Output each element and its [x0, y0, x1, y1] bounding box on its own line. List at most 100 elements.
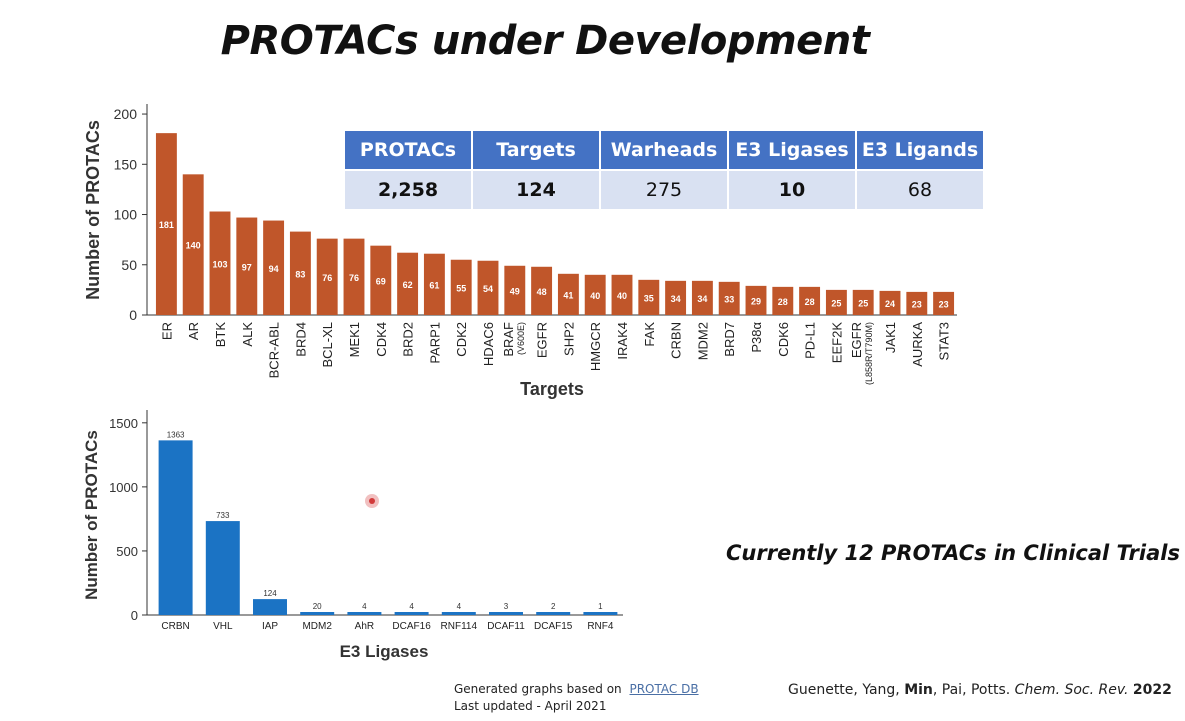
targets-bar	[209, 211, 231, 315]
ligases-x-tick-label: DCAF15	[534, 621, 573, 632]
targets-x-tick-label: ER	[159, 322, 174, 340]
targets-x-tick-label: BRAF	[501, 322, 516, 357]
ligases-x-tick-label: MDM2	[302, 621, 332, 632]
targets-bar-label: 76	[322, 273, 332, 283]
targets-bar-label: 61	[429, 280, 439, 290]
targets-x-tick-label: BCR-ABL	[267, 322, 282, 378]
ligases-bar	[489, 612, 523, 615]
targets-x-tick-label: STAT3	[937, 322, 952, 361]
ligases-x-tick-label: CRBN	[161, 621, 189, 632]
targets-bar-label: 94	[269, 264, 279, 274]
source-note: Generated graphs based on PROTAC DB Last…	[454, 681, 699, 715]
targets-x-tick-label: BTK	[213, 322, 228, 348]
ligases-x-tick-label: RNF4	[587, 621, 614, 632]
targets-bar	[933, 291, 955, 315]
ligases-x-axis-label: E3 Ligases	[340, 642, 429, 661]
targets-x-tick-label: P38α	[749, 322, 764, 353]
ligases-bar	[583, 612, 618, 615]
targets-bar	[423, 253, 445, 315]
ligases-bar-label: 4	[362, 602, 367, 611]
citation: Guenette, Yang, Min, Pai, Potts. Chem. S…	[788, 682, 1172, 698]
ligases-bar-label: 1363	[167, 430, 185, 439]
targets-bar	[477, 260, 499, 315]
ligases-bar-label: 3	[504, 602, 509, 611]
targets-x-tick-label: IRAK4	[615, 322, 630, 360]
targets-x-tick-label: PARP1	[427, 322, 442, 364]
targets-bar	[289, 231, 311, 315]
targets-x-tick-label: MDM2	[695, 322, 710, 360]
ligases-bar	[394, 612, 429, 615]
targets-bar	[182, 174, 204, 315]
targets-x-tick-label: AR	[186, 322, 201, 340]
targets-y-tick-label: 100	[114, 207, 138, 223]
targets-bar	[718, 281, 740, 315]
stats-header-targets: Targets	[472, 131, 601, 170]
targets-bar-label: 48	[537, 287, 547, 297]
ligases-y-tick-label: 0	[131, 608, 138, 623]
citation-journal: Chem. Soc. Rev.	[1014, 682, 1129, 698]
targets-bar	[155, 133, 177, 315]
ligases-bar-label: 20	[313, 602, 322, 611]
protac-db-link[interactable]: PROTAC DB	[629, 682, 699, 696]
targets-bar-label: 25	[831, 298, 841, 308]
targets-bar-label: 62	[403, 280, 413, 290]
pointer-cursor-icon	[365, 494, 379, 508]
last-updated: Last updated - April 2021	[454, 699, 607, 713]
stats-value-targets: 124	[472, 169, 601, 209]
targets-bar-label: 54	[483, 284, 493, 294]
stats-header-row: PROTACs Targets Warheads E3 Ligases E3 L…	[345, 131, 985, 170]
targets-x-tick-label: BRD4	[293, 322, 308, 357]
targets-x-tick-label: CDK4	[374, 322, 389, 357]
stats-table: PROTACs Targets Warheads E3 Ligases E3 L…	[345, 131, 985, 209]
citation-authors-a: Guenette, Yang,	[788, 682, 900, 698]
targets-bar	[504, 265, 526, 315]
targets-x-tick-label: CDK6	[776, 322, 791, 357]
targets-bar-label: 35	[644, 293, 654, 303]
ligases-bar	[441, 612, 476, 615]
targets-bar	[611, 274, 633, 315]
citation-authors-b: , Pai, Potts.	[932, 682, 1011, 698]
targets-bar-label: 28	[778, 297, 788, 307]
targets-bar	[879, 290, 901, 315]
targets-x-tick-label: BRD2	[401, 322, 416, 357]
page-title: PROTACs under Development	[220, 18, 870, 64]
targets-bar	[343, 238, 365, 315]
targets-bar	[772, 286, 794, 315]
stats-value-warheads: 275	[600, 169, 729, 209]
ligases-bar	[300, 612, 335, 615]
ligases-bar-label: 4	[409, 602, 414, 611]
targets-x-tick-label: CDK2	[454, 322, 469, 357]
targets-x-tick-label: BRD7	[722, 322, 737, 357]
targets-x-tick-label: SHP2	[561, 322, 576, 356]
source-line: Generated graphs based on PROTAC DB	[454, 681, 699, 698]
targets-y-tick-label: 0	[129, 307, 137, 323]
ligases-bar	[205, 521, 240, 615]
targets-bar-label: 97	[242, 262, 252, 272]
targets-x-tick-sublabel: (V600E)	[516, 322, 526, 355]
ligases-bar	[536, 612, 571, 615]
targets-y-axis-label: Number of PROTACs	[83, 120, 103, 300]
targets-bar	[531, 266, 553, 315]
targets-x-tick-label: HDAC6	[481, 322, 496, 366]
targets-bar-label: 23	[912, 299, 922, 309]
source-prefix: Generated graphs based on	[454, 682, 622, 696]
targets-bar-label: 49	[510, 286, 520, 296]
targets-x-tick-label: EGFR	[535, 322, 550, 358]
ligases-y-tick-label: 1500	[109, 416, 138, 431]
targets-x-tick-label: ALK	[240, 322, 255, 347]
targets-y-tick-label: 50	[121, 257, 137, 273]
ligases-bar-label: 124	[263, 589, 277, 598]
targets-bar-label: 40	[617, 291, 627, 301]
clinical-trials-note: Currently 12 PROTACs in Clinical Trials	[726, 541, 1180, 565]
stats-header-warheads: Warheads	[600, 131, 729, 170]
targets-bar-label: 24	[885, 299, 895, 309]
stats-value-protacs: 2,258	[345, 169, 473, 209]
ligases-x-tick-label: IAP	[262, 621, 278, 632]
targets-x-tick-label: EEF2K	[829, 322, 844, 364]
targets-bar-label: 40	[590, 291, 600, 301]
ligases-bar	[253, 599, 287, 615]
stats-header-e3-ligands: E3 Ligands	[856, 131, 985, 170]
targets-bar-label: 69	[376, 276, 386, 286]
targets-x-tick-label: MEK1	[347, 322, 362, 357]
targets-bar-label: 140	[186, 241, 201, 251]
